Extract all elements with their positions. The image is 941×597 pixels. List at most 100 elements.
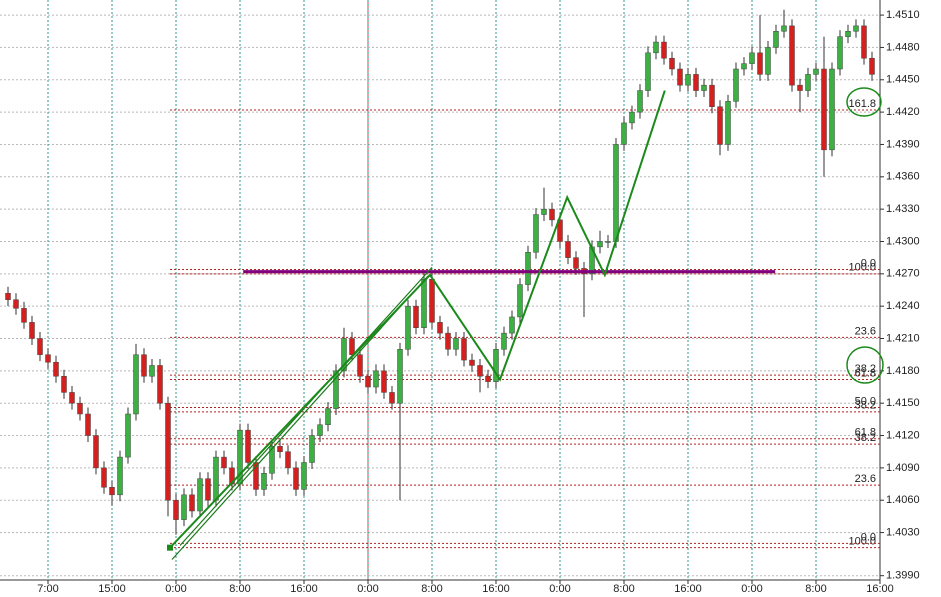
candle-body bbox=[749, 52, 755, 64]
candle-body bbox=[517, 284, 523, 318]
candle-body bbox=[157, 365, 163, 404]
candle-body bbox=[349, 338, 355, 355]
x-tick-label: 7:00 bbox=[37, 583, 58, 595]
y-tick-label: 1.4390 bbox=[886, 138, 920, 150]
x-tick-label: 0:00 bbox=[549, 583, 570, 595]
candle-body bbox=[133, 354, 139, 415]
x-tick-label: 0:00 bbox=[357, 583, 378, 595]
candle-body bbox=[829, 68, 835, 151]
candle-body bbox=[125, 413, 131, 458]
candle-body bbox=[573, 257, 579, 269]
candle-body bbox=[869, 57, 875, 75]
candle-body bbox=[445, 332, 451, 350]
candle-body bbox=[69, 392, 75, 404]
candle-body bbox=[429, 278, 435, 323]
candle-body bbox=[141, 354, 147, 377]
candle-body bbox=[669, 57, 675, 70]
zigzag-start bbox=[167, 544, 173, 551]
candle-body bbox=[661, 41, 667, 59]
candle-body bbox=[397, 349, 403, 404]
candle-body bbox=[29, 322, 35, 339]
candle-body bbox=[317, 424, 323, 436]
candle-body bbox=[557, 219, 563, 242]
candle-body bbox=[325, 408, 331, 426]
y-tick-label: 1.4270 bbox=[886, 268, 920, 280]
candle-body bbox=[53, 361, 59, 377]
zigzag bbox=[169, 90, 666, 549]
candle-body bbox=[845, 31, 851, 37]
candle-body bbox=[717, 106, 723, 145]
candle-body bbox=[541, 208, 547, 215]
candle-body bbox=[269, 446, 275, 474]
y-tick-label: 1.4210 bbox=[886, 332, 920, 344]
candle-body bbox=[453, 338, 459, 350]
candle-body bbox=[549, 208, 555, 221]
candle-body bbox=[333, 370, 339, 409]
fib-label: 100.0 bbox=[848, 262, 876, 274]
candle-body bbox=[765, 47, 771, 75]
candle-body bbox=[533, 214, 539, 253]
candle-body bbox=[565, 241, 571, 258]
candle-body bbox=[621, 122, 627, 145]
candle-body bbox=[173, 499, 179, 520]
candle-body bbox=[437, 322, 443, 334]
candle-body bbox=[181, 494, 187, 520]
candle-body bbox=[821, 68, 827, 151]
candle-body bbox=[301, 462, 307, 490]
candle-body bbox=[493, 349, 499, 382]
x-tick-label: 8:00 bbox=[805, 583, 826, 595]
x-tick-label: 15:00 bbox=[98, 583, 126, 595]
candle-body bbox=[389, 392, 395, 404]
candle-body bbox=[213, 456, 219, 501]
y-tick-label: 1.4330 bbox=[886, 203, 920, 215]
candle-body bbox=[45, 354, 51, 363]
x-tick-label: 8:00 bbox=[421, 583, 442, 595]
x-tick-label: 16:00 bbox=[674, 583, 702, 595]
candle-body bbox=[277, 446, 283, 452]
candle-body bbox=[637, 90, 643, 113]
x-tick-label: 16:00 bbox=[866, 583, 894, 595]
candle-body bbox=[733, 68, 739, 102]
candle-body bbox=[813, 68, 819, 75]
candle-body bbox=[421, 278, 427, 328]
candle-body bbox=[189, 494, 195, 512]
fib-label: 161.8 bbox=[848, 98, 876, 110]
x-tick-label: 16:00 bbox=[482, 583, 510, 595]
candle-body bbox=[773, 31, 779, 48]
y-tick-label: 1.4510 bbox=[886, 9, 920, 21]
candle-body bbox=[501, 332, 507, 350]
candle-body bbox=[117, 456, 123, 496]
candle-body bbox=[285, 451, 291, 469]
y-tick-label: 1.4030 bbox=[886, 526, 920, 538]
candle-body bbox=[37, 338, 43, 355]
fib-label: 61.8 bbox=[855, 367, 876, 379]
y-tick-label: 1.4300 bbox=[886, 235, 920, 247]
candle-body bbox=[149, 365, 155, 377]
candle-body bbox=[861, 25, 867, 59]
fib-label: 38.2 bbox=[855, 400, 876, 412]
candle-body bbox=[701, 84, 707, 91]
candle-body bbox=[789, 25, 795, 86]
candle-body bbox=[405, 305, 411, 350]
candle-body bbox=[853, 25, 859, 32]
candle-body bbox=[357, 354, 363, 377]
fib-label: 61.8 bbox=[855, 427, 876, 439]
y-tick-label: 1.4240 bbox=[886, 300, 920, 312]
candle-body bbox=[365, 375, 371, 388]
candle-body bbox=[261, 473, 267, 490]
candle-body bbox=[757, 52, 763, 75]
fib-label: 23.6 bbox=[855, 473, 876, 485]
candle-body bbox=[525, 252, 531, 285]
fib-label: 100.0 bbox=[848, 536, 876, 548]
candle-body bbox=[597, 241, 603, 248]
candle-body bbox=[709, 84, 715, 107]
candle-body bbox=[653, 41, 659, 54]
candle-body bbox=[629, 111, 635, 124]
y-tick-label: 1.3990 bbox=[886, 570, 920, 582]
y-tick-label: 1.4480 bbox=[886, 41, 920, 53]
candle-body bbox=[245, 429, 251, 463]
y-tick-label: 1.4450 bbox=[886, 74, 920, 86]
candle-body bbox=[197, 478, 203, 512]
candle-body bbox=[5, 292, 11, 300]
